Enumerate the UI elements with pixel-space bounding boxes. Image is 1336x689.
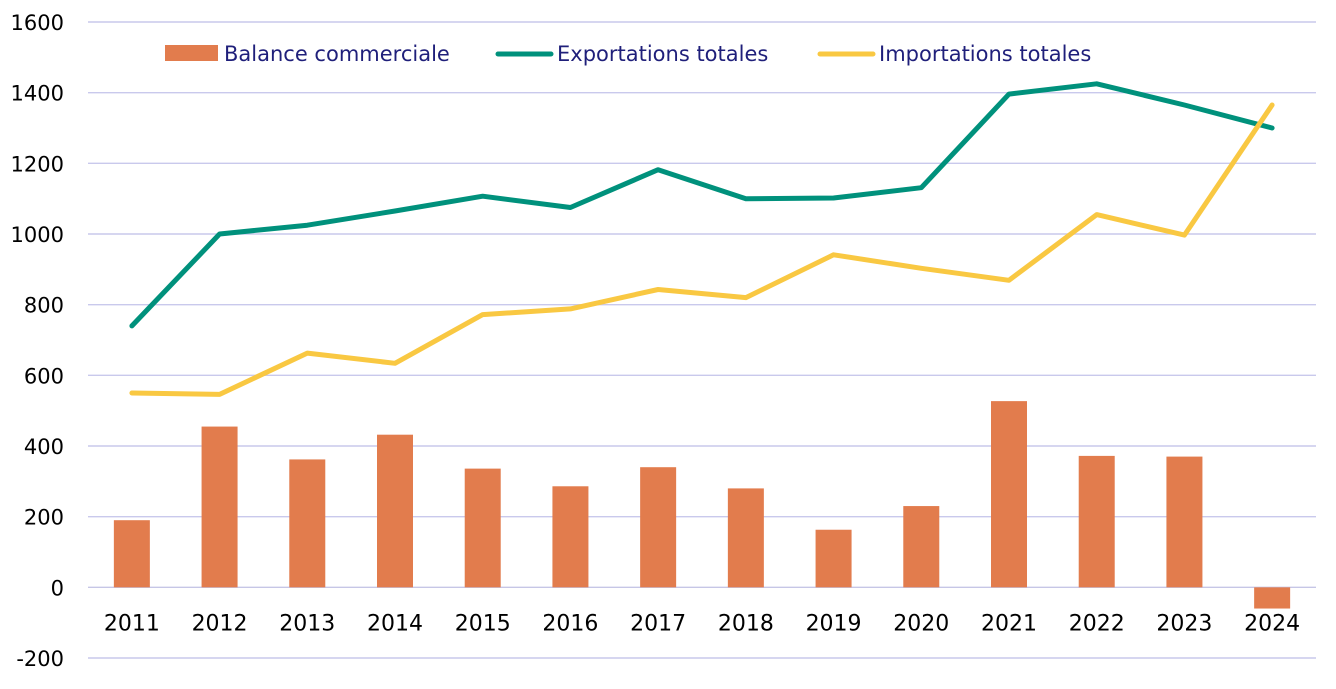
y-tick-label: 400 xyxy=(24,435,64,459)
x-tick-label-2014: 2014 xyxy=(367,611,423,636)
bars-balance-commerciale xyxy=(113,401,1291,609)
y-tick-label: 0 xyxy=(51,576,64,600)
bar-balance-2012 xyxy=(201,426,238,588)
x-tick-label-2016: 2016 xyxy=(542,611,598,636)
x-tick-label-2024: 2024 xyxy=(1244,611,1300,636)
y-tick-label: 200 xyxy=(24,506,64,530)
bar-balance-2011 xyxy=(113,520,150,588)
bar-balance-2020 xyxy=(903,506,940,588)
bar-balance-2016 xyxy=(552,486,589,588)
bar-balance-2024 xyxy=(1254,587,1291,609)
y-tick-label: -200 xyxy=(16,647,64,671)
legend-label-importations: Importations totales xyxy=(879,42,1091,66)
legend-label-exportations: Exportations totales xyxy=(557,42,768,66)
y-tick-label: 1600 xyxy=(11,11,64,35)
legend-label-balance: Balance commerciale xyxy=(224,42,450,66)
bar-balance-2021 xyxy=(991,401,1027,588)
line-exportations-totales xyxy=(129,81,1275,329)
x-tick-label-2011: 2011 xyxy=(104,611,160,636)
gridlines xyxy=(88,21,1316,659)
y-tick-label: 1400 xyxy=(11,82,64,106)
line-importations-totales xyxy=(129,102,1275,397)
lines xyxy=(129,81,1275,397)
bar-balance-2019 xyxy=(815,529,852,588)
x-tick-label-2017: 2017 xyxy=(630,611,686,636)
x-tick-label-2012: 2012 xyxy=(192,611,248,636)
bar-balance-2015 xyxy=(464,468,501,588)
bar-balance-2022 xyxy=(1078,455,1115,588)
legend-swatch-balance xyxy=(165,45,218,61)
bar-balance-2013 xyxy=(289,459,326,588)
x-tick-label-2023: 2023 xyxy=(1156,611,1212,636)
bar-balance-2023 xyxy=(1166,456,1203,588)
legend: Balance commerciale Exportations totales… xyxy=(165,42,1091,66)
y-tick-label: 600 xyxy=(24,364,64,388)
y-axis-ticks: -200 0 200 400 600 800 1000 1200 1400 1600 xyxy=(11,11,64,671)
bar-balance-2018 xyxy=(727,488,764,588)
y-tick-label: 1200 xyxy=(11,152,64,176)
x-tick-label-2020: 2020 xyxy=(893,611,949,636)
x-tick-label-2019: 2019 xyxy=(806,611,862,636)
x-axis-ticks: 2011 2012 2013 2014 2015 2016 2017 2018 2019 2020… xyxy=(104,611,1300,636)
y-tick-label: 800 xyxy=(24,294,64,318)
bar-balance-2017 xyxy=(640,467,677,588)
x-tick-label-2021: 2021 xyxy=(981,611,1037,636)
x-tick-label-2018: 2018 xyxy=(718,611,774,636)
x-tick-label-2022: 2022 xyxy=(1069,611,1125,636)
bar-balance-2014 xyxy=(377,434,413,588)
x-tick-label-2015: 2015 xyxy=(455,611,511,636)
x-tick-label-2013: 2013 xyxy=(279,611,335,636)
y-tick-label: 1000 xyxy=(11,223,64,247)
